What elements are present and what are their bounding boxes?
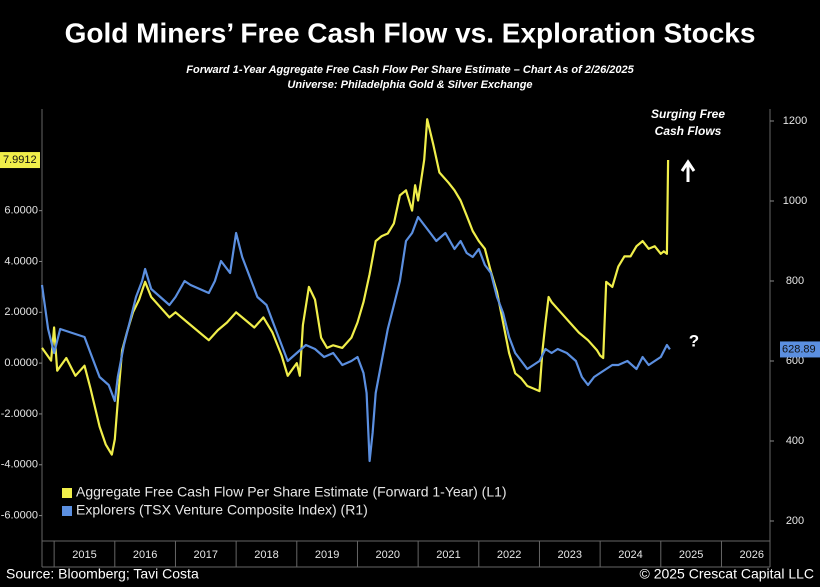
legend-swatch: [62, 506, 72, 516]
y-tick-label: -2.0000: [1, 408, 38, 420]
value-label-box: [0, 152, 40, 169]
y2-tick-label: 600: [786, 355, 804, 367]
y2-tick-label: 800: [786, 275, 804, 287]
y2-tick-label: 200: [786, 515, 804, 527]
legend-swatch: [62, 488, 72, 498]
x-tick-label: 2025: [679, 549, 703, 561]
y-tick-label: 6.0000: [4, 205, 38, 217]
legend-label: Aggregate Free Cash Flow Per Share Estim…: [76, 484, 507, 500]
x-tick-label: 2018: [254, 549, 278, 561]
annotation: Cash Flows: [655, 124, 722, 138]
x-tick-label: 2015: [72, 549, 96, 561]
y2-tick-label: 1000: [783, 195, 807, 207]
subtitle: Forward 1-Year Aggregate Free Cash Flow …: [186, 64, 634, 76]
y-tick-label: 4.0000: [4, 255, 38, 267]
y-tick-label: -6.0000: [1, 509, 38, 521]
y-tick-label: -4.0000: [1, 459, 38, 471]
subtitle: Universe: Philadelphia Gold & Silver Exc…: [287, 79, 532, 91]
x-tick-label: 2021: [436, 549, 460, 561]
y-tick-label: 0.0000: [4, 357, 38, 369]
series-line: [41, 118, 670, 456]
x-tick-label: 2016: [133, 549, 157, 561]
value-label: 628.89: [782, 343, 816, 355]
source: Source: Bloomberg; Tavi Costa: [6, 566, 199, 582]
y2-tick-label: 400: [786, 435, 804, 447]
x-tick-label: 2023: [558, 549, 582, 561]
annotation: ?: [689, 331, 699, 350]
annotation: Surging Free: [651, 107, 725, 121]
x-tick-label: 2022: [497, 549, 521, 561]
legend-label: Explorers (TSX Venture Composite Index) …: [76, 502, 368, 518]
x-tick-label: 2024: [618, 549, 642, 561]
chart-title: Gold Miners’ Free Cash Flow vs. Explorat…: [65, 17, 756, 48]
x-tick-label: 2017: [194, 549, 218, 561]
value-label: 7.9912: [3, 154, 37, 166]
series-line: [40, 215, 671, 463]
y2-tick-label: 1200: [783, 115, 807, 127]
x-tick-label: 2026: [740, 549, 764, 561]
value-label-box: [780, 341, 820, 358]
credit: © 2025 Crescat Capital LLC: [639, 566, 814, 582]
y-tick-label: 2.0000: [4, 306, 38, 318]
x-tick-label: 2019: [315, 549, 339, 561]
x-tick-label: 2020: [376, 549, 400, 561]
arrow: [680, 159, 696, 182]
